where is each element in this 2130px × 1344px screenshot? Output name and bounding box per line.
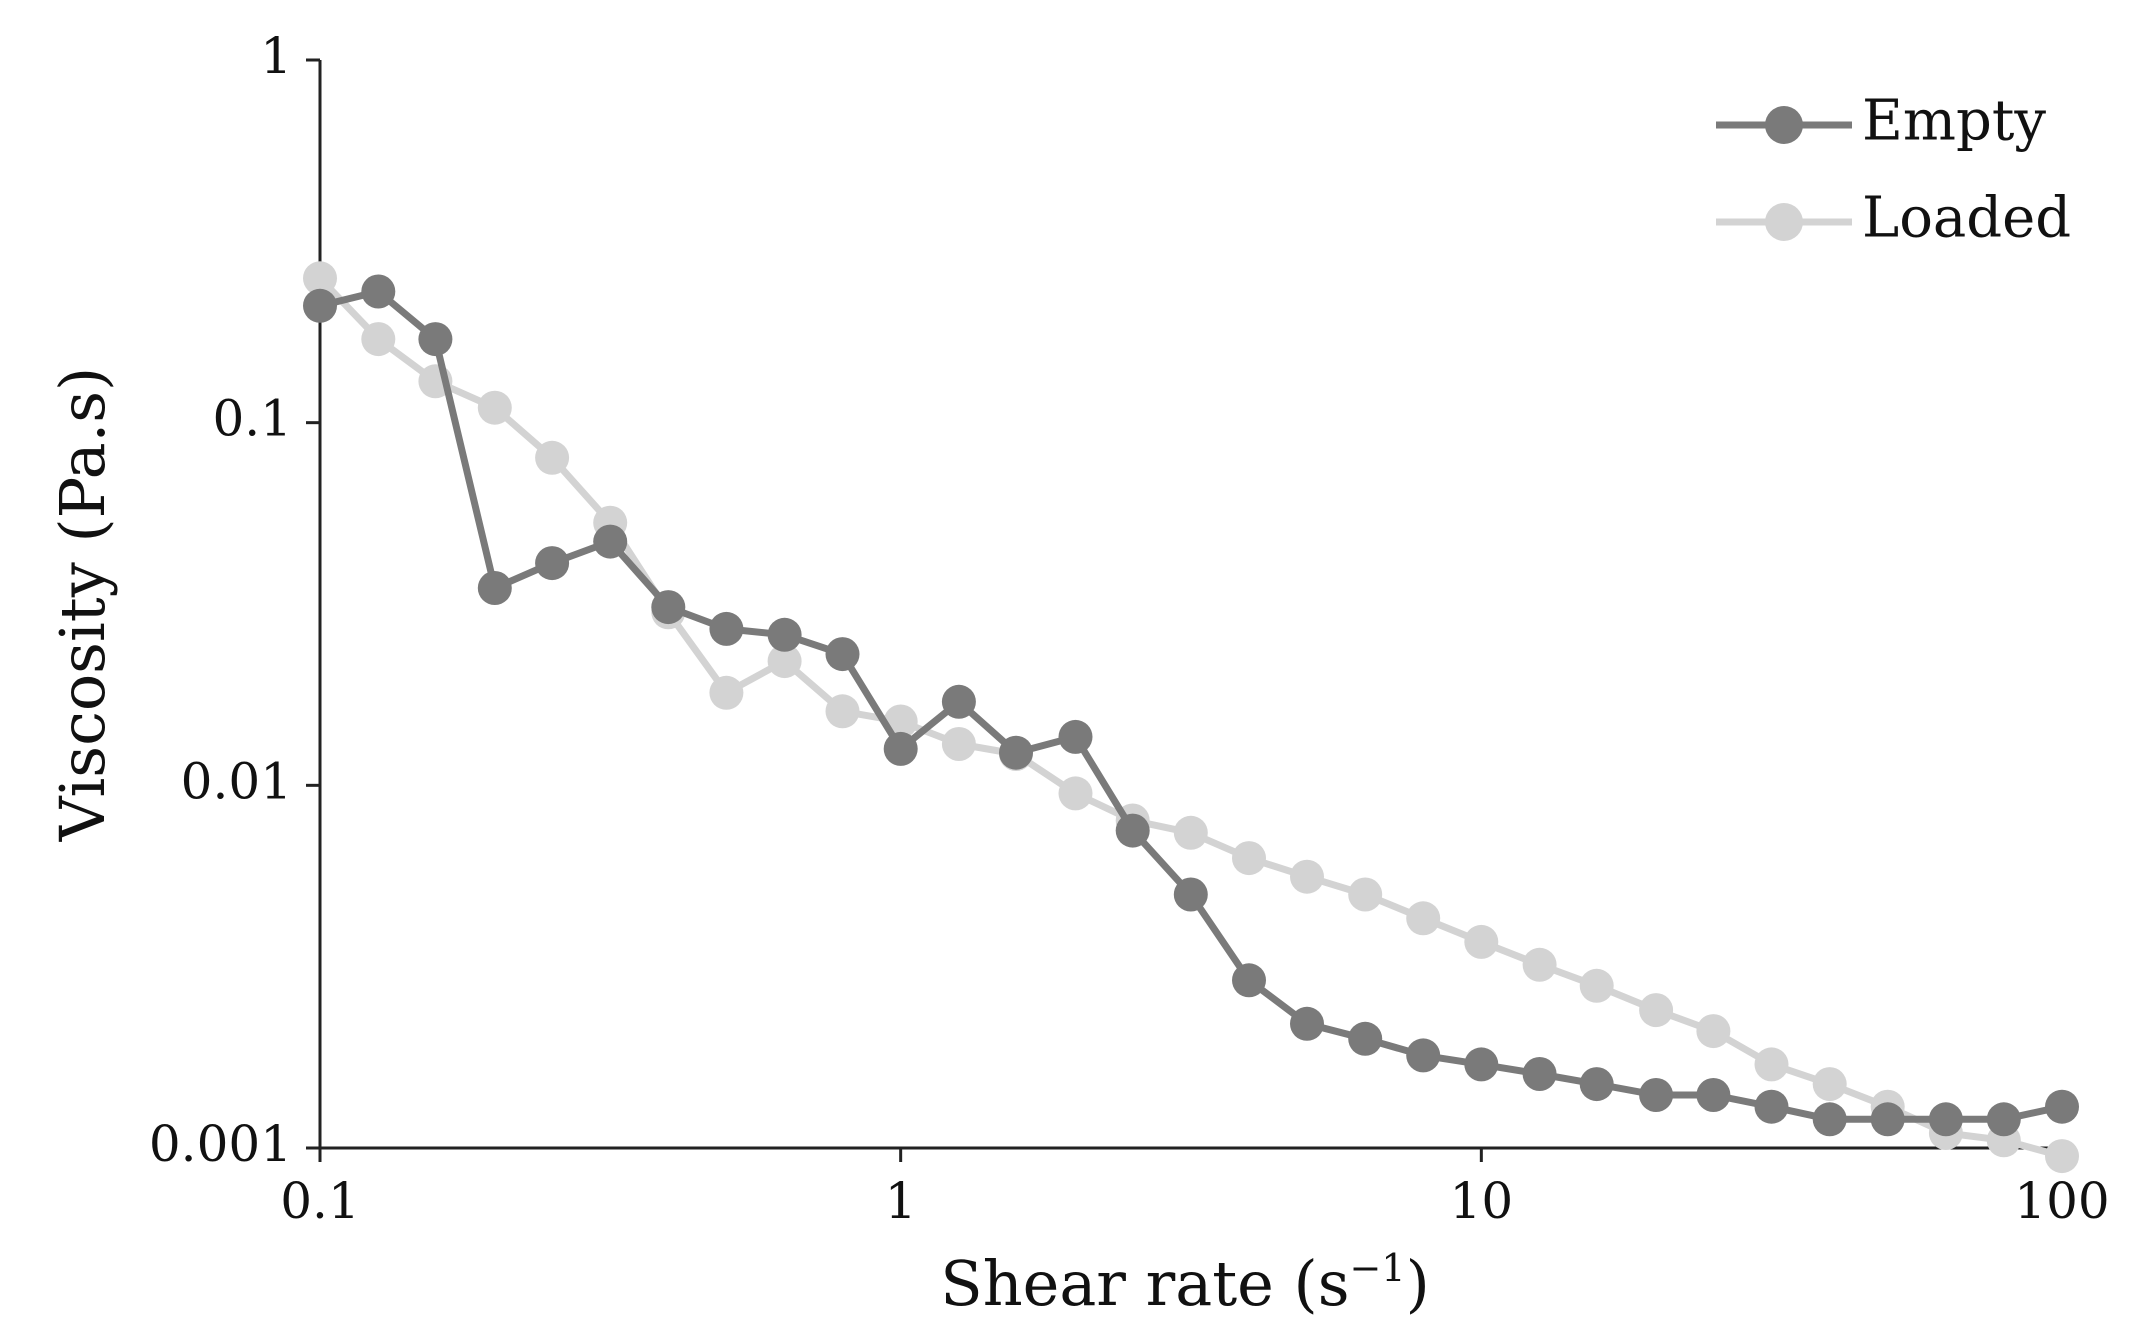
data-point-empty — [1870, 1102, 1905, 1137]
x-axis-ticks: 0.1 1 10 100 — [280, 1148, 2110, 1230]
data-point-empty — [1406, 1038, 1441, 1073]
data-point-empty — [1986, 1102, 2021, 1137]
data-point-empty — [999, 735, 1033, 770]
data-point-empty — [361, 274, 396, 309]
data-point-empty — [1232, 963, 1266, 998]
x-axis-title-superscript: −1 — [1350, 1246, 1406, 1290]
data-point-empty — [535, 546, 570, 581]
data-point-empty — [1173, 877, 1208, 912]
data-point-empty — [1812, 1102, 1847, 1137]
data-point-empty — [1522, 1057, 1557, 1091]
data-point-empty — [1754, 1089, 1789, 1124]
data-point-empty — [418, 322, 453, 357]
legend-label-empty: Empty — [1862, 89, 2046, 154]
data-point-empty — [1290, 1006, 1324, 1041]
data-point-loaded — [1639, 993, 1674, 1028]
data-point-loaded — [1464, 924, 1499, 959]
data-point-empty — [1348, 1021, 1383, 1056]
x-axis-title-suffix: ) — [1406, 1247, 1430, 1320]
data-point-loaded — [825, 694, 860, 729]
data-point-loaded — [1406, 901, 1441, 936]
data-point-empty — [2045, 1089, 2079, 1124]
x-axis-title: Shear rate (s−1) — [940, 1246, 1430, 1320]
data-point-empty — [883, 731, 918, 766]
data-point-loaded — [1058, 776, 1093, 811]
data-point-empty — [941, 684, 976, 719]
series-loaded — [303, 261, 2079, 1174]
data-point-loaded — [1348, 877, 1383, 912]
series-line-loaded — [316, 274, 2066, 1160]
data-point-loaded — [1754, 1047, 1789, 1082]
legend-label-loaded: Loaded — [1862, 186, 2071, 251]
data-point-loaded — [941, 727, 976, 761]
data-point-loaded — [709, 675, 744, 710]
data-point-empty — [1928, 1102, 1963, 1137]
y-tick-label: 1 — [260, 27, 292, 85]
y-tick-label: 0.001 — [149, 1115, 292, 1173]
x-axis-title-main: Shear rate (s — [940, 1247, 1349, 1320]
data-point-loaded — [1696, 1014, 1731, 1049]
data-point-empty — [1639, 1078, 1674, 1112]
data-point-loaded — [2045, 1139, 2079, 1174]
series-line-empty — [316, 288, 2066, 1123]
series-layer — [303, 261, 2079, 1174]
x-tick-label: 10 — [1450, 1172, 1514, 1230]
data-point-empty — [651, 590, 686, 625]
data-point-empty — [593, 524, 628, 559]
x-tick-label: 0.1 — [280, 1172, 360, 1230]
data-point-loaded — [361, 322, 396, 357]
data-point-loaded — [535, 440, 570, 475]
data-point-empty — [1579, 1067, 1614, 1102]
data-point-empty — [709, 611, 744, 646]
y-tick-label: 0.01 — [181, 752, 292, 810]
data-point-empty — [1058, 719, 1093, 754]
series-empty — [303, 274, 2079, 1137]
data-point-loaded — [767, 644, 802, 679]
data-point-loaded — [477, 390, 512, 425]
data-point-loaded — [1579, 968, 1614, 1003]
data-point-loaded — [1232, 841, 1266, 876]
data-point-loaded — [1173, 815, 1208, 850]
data-point-loaded — [1290, 859, 1324, 894]
x-tick-label: 1 — [885, 1172, 917, 1230]
legend-marker-loaded — [1765, 203, 1803, 241]
data-point-empty — [767, 617, 802, 652]
data-point-empty — [825, 637, 860, 672]
y-axis-title: Viscosity (Pa.s) — [46, 367, 119, 842]
legend: Empty Loaded — [1716, 89, 2071, 251]
data-point-empty — [1696, 1078, 1731, 1112]
x-tick-label: 100 — [2014, 1172, 2109, 1230]
data-point-loaded — [1812, 1067, 1847, 1102]
data-point-loaded — [303, 261, 337, 296]
legend-marker-empty — [1765, 106, 1803, 144]
y-axis-ticks: 1 0.1 0.01 0.001 — [149, 27, 320, 1173]
data-point-empty — [303, 288, 337, 323]
data-point-empty — [1115, 813, 1150, 848]
data-point-empty — [477, 571, 512, 605]
y-tick-label: 0.1 — [212, 390, 292, 448]
data-point-empty — [1464, 1047, 1499, 1082]
data-point-loaded — [1522, 947, 1557, 982]
